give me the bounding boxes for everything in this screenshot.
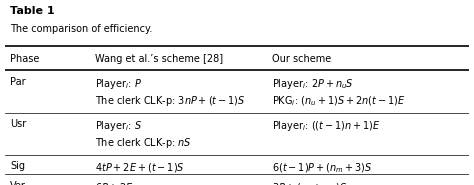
Text: Ver: Ver xyxy=(10,181,26,185)
Text: Usr: Usr xyxy=(10,119,27,129)
Text: $4tP + 2E + (t - 1)S$: $4tP + 2E + (t - 1)S$ xyxy=(95,161,185,174)
Text: Player$_i$: $S$: Player$_i$: $S$ xyxy=(95,119,142,133)
Text: Wang et al.’s scheme [28]: Wang et al.’s scheme [28] xyxy=(95,53,223,63)
Text: The clerk CLK-p: $nS$: The clerk CLK-p: $nS$ xyxy=(95,136,192,150)
Text: Table 1: Table 1 xyxy=(10,6,55,16)
Text: Par: Par xyxy=(10,77,26,87)
Text: $6(t - 1)P + (n_m + 3)S$: $6(t - 1)P + (n_m + 3)S$ xyxy=(272,161,372,175)
Text: $3P + (n_u + n_m)S$: $3P + (n_u + n_m)S$ xyxy=(272,181,347,185)
Text: Player$_i$: $P$: Player$_i$: $P$ xyxy=(95,77,142,91)
Text: $6P + 2E$: $6P + 2E$ xyxy=(95,181,134,185)
Text: Player$_i$: $((t - 1)n + 1)E$: Player$_i$: $((t - 1)n + 1)E$ xyxy=(272,119,381,133)
Text: Our scheme: Our scheme xyxy=(272,53,331,63)
Text: Player$_i$: $2P + n_u S$: Player$_i$: $2P + n_u S$ xyxy=(272,77,354,91)
Text: The comparison of efficiency.: The comparison of efficiency. xyxy=(10,24,153,34)
Text: PKG$_i$: $(n_u + 1)S + 2n(t - 1)E$: PKG$_i$: $(n_u + 1)S + 2n(t - 1)E$ xyxy=(272,94,405,108)
Text: Sig: Sig xyxy=(10,161,25,171)
Text: The clerk CLK-p: $3nP + (t - 1)S$: The clerk CLK-p: $3nP + (t - 1)S$ xyxy=(95,94,246,108)
Text: Phase: Phase xyxy=(10,53,40,63)
